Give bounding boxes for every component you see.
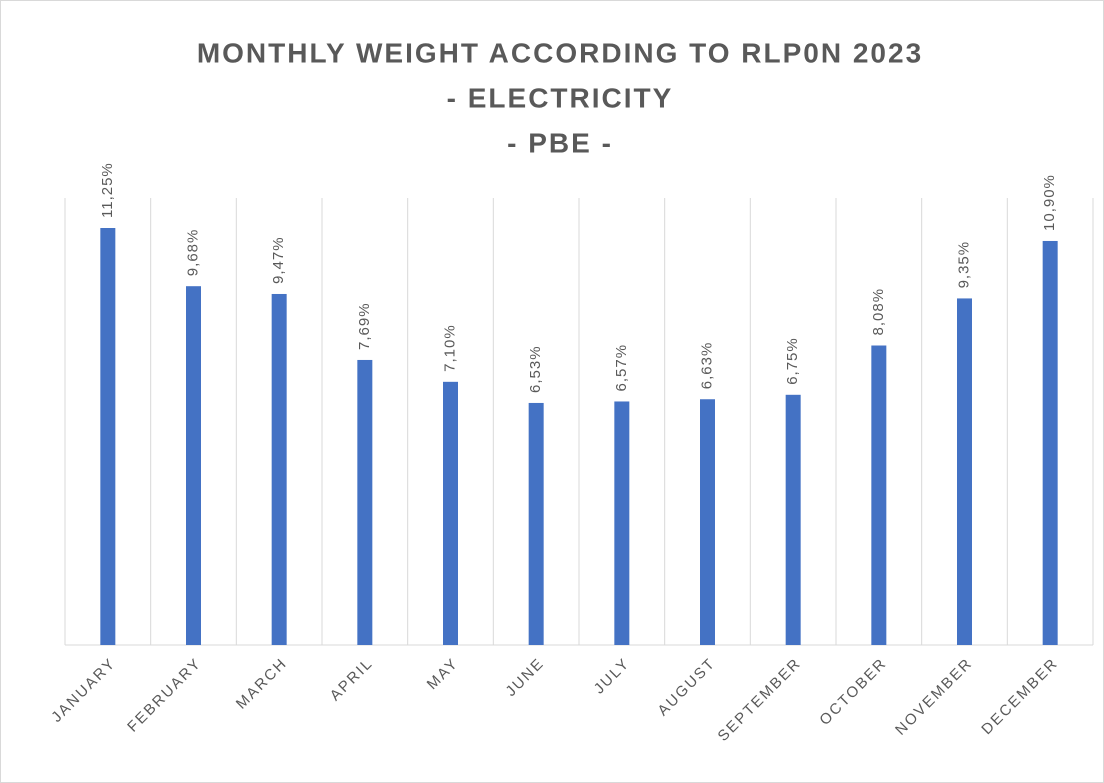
chart-title: - ELECTRICITY bbox=[447, 82, 674, 113]
data-label: 9,68% bbox=[184, 229, 201, 277]
data-label: 7,69% bbox=[356, 302, 373, 350]
chart-title: - PBE - bbox=[507, 127, 613, 158]
bar bbox=[614, 401, 630, 645]
bar bbox=[186, 286, 201, 645]
bar bbox=[785, 394, 801, 645]
bar bbox=[1042, 240, 1058, 645]
bar bbox=[957, 298, 972, 645]
data-label: 6,63% bbox=[698, 342, 715, 390]
data-label: 9,35% bbox=[955, 241, 972, 289]
bar bbox=[528, 402, 544, 645]
data-label: 7,10% bbox=[441, 324, 458, 372]
bar bbox=[871, 345, 887, 645]
data-label: 8,08% bbox=[870, 288, 887, 336]
bar bbox=[443, 381, 458, 645]
data-label: 6,75% bbox=[784, 337, 801, 385]
bar bbox=[271, 293, 287, 645]
data-label: 11,25% bbox=[99, 162, 116, 218]
data-label: 9,47% bbox=[270, 236, 287, 284]
bar bbox=[357, 359, 373, 645]
bar bbox=[700, 399, 715, 645]
data-label: 6,57% bbox=[613, 344, 630, 392]
chart-title: MONTHLY WEIGHT ACCORDING TO RLP0N 2023 bbox=[197, 37, 923, 68]
data-label: 10,90% bbox=[1041, 174, 1058, 231]
bar bbox=[100, 228, 116, 645]
data-label: 6,53% bbox=[527, 345, 544, 393]
